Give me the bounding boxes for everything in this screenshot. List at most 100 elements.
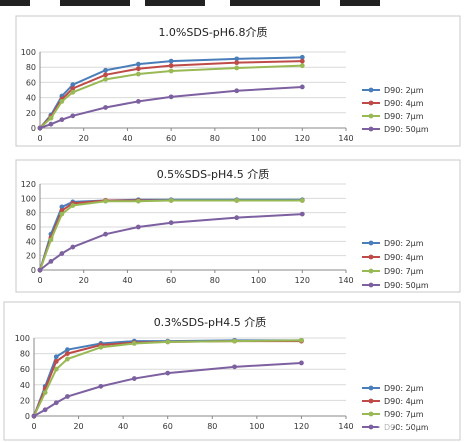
x-tick-label: 0 [37, 134, 42, 143]
x-tick-label: 40 [122, 134, 132, 143]
y-tick-label: 100 [21, 48, 36, 57]
legend-marker [368, 398, 374, 404]
data-point [232, 338, 237, 344]
data-point [168, 58, 174, 64]
legend-label: D90: 4μm [384, 253, 424, 262]
y-tick-label: 20 [26, 252, 36, 261]
legend-label: D90: 7μm [384, 267, 424, 276]
legend-label: D90: 50μm [384, 423, 429, 432]
data-point [48, 237, 54, 243]
y-tick-label: 80 [26, 209, 36, 218]
data-point [59, 211, 65, 217]
data-point [234, 215, 240, 221]
x-tick-label: 120 [295, 276, 310, 285]
y-tick-label: 60 [20, 365, 30, 374]
y-tick-label: 0 [31, 124, 36, 133]
legend-label: D90: 2μm [384, 86, 424, 95]
x-tick-label: 100 [251, 134, 266, 143]
legend-marker [368, 100, 374, 106]
x-tick-label: 120 [295, 134, 310, 143]
x-tick-label: 60 [166, 134, 176, 143]
legend-marker [368, 240, 374, 246]
cropped-caption-strip [0, 0, 474, 8]
legend-marker [368, 268, 374, 274]
data-point [59, 208, 65, 213]
x-tick-label: 100 [249, 422, 264, 431]
data-point [59, 251, 65, 256]
legend-marker [368, 411, 374, 417]
data-point [53, 400, 59, 406]
data-point [234, 65, 240, 71]
chart-panel-3: 0 20 40 60 80 100 0 20 40 60 80 100 120 140 0.3%SDS-pH… [3, 301, 461, 441]
y-tick-label: 20 [26, 109, 36, 118]
legend-marker [368, 254, 374, 260]
data-point [65, 356, 70, 362]
data-point [135, 71, 141, 77]
x-tick-label: 40 [118, 422, 128, 431]
data-point [65, 347, 70, 353]
data-point [103, 105, 108, 110]
x-tick-label: 20 [79, 276, 89, 285]
data-point [299, 211, 305, 217]
data-point [131, 376, 137, 381]
data-point [232, 364, 237, 370]
legend-marker [368, 126, 374, 132]
y-tick-label: 40 [26, 94, 36, 103]
y-tick-label: 100 [21, 194, 36, 203]
data-point [70, 89, 76, 95]
data-point [135, 224, 141, 230]
chart-panel-2: 0 20 40 60 80 100 120 0 20 40 60 80 100 120 140 0.5%SDS… [15, 159, 461, 293]
y-tick-label: 0 [25, 412, 30, 421]
data-point [168, 68, 174, 74]
data-point [299, 84, 305, 90]
data-point [168, 63, 174, 69]
data-point [234, 88, 240, 94]
data-point [37, 267, 43, 273]
x-tick-label: 0 [31, 422, 36, 431]
data-point [65, 394, 70, 399]
legend-label: D90: 4μm [384, 99, 424, 108]
chart-title: 0.5%SDS-pH4.5 介质 [157, 168, 270, 181]
y-tick-label: 120 [21, 180, 36, 189]
chart-title: 1.0%SDS-pH6.8介质 [158, 26, 267, 39]
legend-label: D90: 7μm [384, 410, 424, 419]
x-tick-label: 20 [73, 422, 83, 431]
data-point [70, 244, 76, 250]
data-point [135, 66, 141, 72]
legend-marker [368, 113, 374, 119]
chart-panel-1: 0 20 40 60 80 100 0 20 40 60 80 100 120 140 1.0%SDS-pH… [15, 15, 461, 147]
data-point [299, 63, 305, 69]
data-point [103, 231, 108, 237]
legend-label: D90: 4μm [384, 397, 424, 406]
data-point [70, 203, 76, 208]
data-point [299, 54, 305, 60]
data-point [42, 407, 48, 413]
x-tick-label: 120 [294, 422, 309, 431]
data-point [98, 383, 104, 389]
data-point [48, 115, 54, 121]
y-tick-label: 20 [20, 396, 30, 405]
data-point [103, 72, 108, 78]
legend-label: D90: 50μm [384, 125, 429, 134]
data-point [59, 117, 65, 123]
chart-title: 0.3%SDS-pH4.5 介质 [154, 316, 267, 329]
y-tick-label: 80 [20, 350, 30, 359]
data-point [234, 60, 240, 66]
legend-marker [368, 385, 374, 391]
data-point [53, 359, 59, 364]
data-point [168, 220, 174, 226]
y-tick-label: 40 [20, 381, 30, 390]
x-tick-label: 140 [338, 422, 353, 431]
data-point [135, 198, 141, 204]
data-point [98, 344, 104, 350]
data-point [168, 94, 174, 100]
watermark: 知乎 @ [378, 414, 470, 436]
data-point [299, 198, 305, 203]
legend-label: D90: 2μm [384, 239, 424, 248]
data-point [299, 360, 304, 366]
data-point [48, 121, 54, 127]
legend-marker [368, 424, 374, 430]
x-tick-label: 0 [37, 276, 42, 285]
data-point [234, 56, 240, 62]
data-point [103, 76, 108, 82]
